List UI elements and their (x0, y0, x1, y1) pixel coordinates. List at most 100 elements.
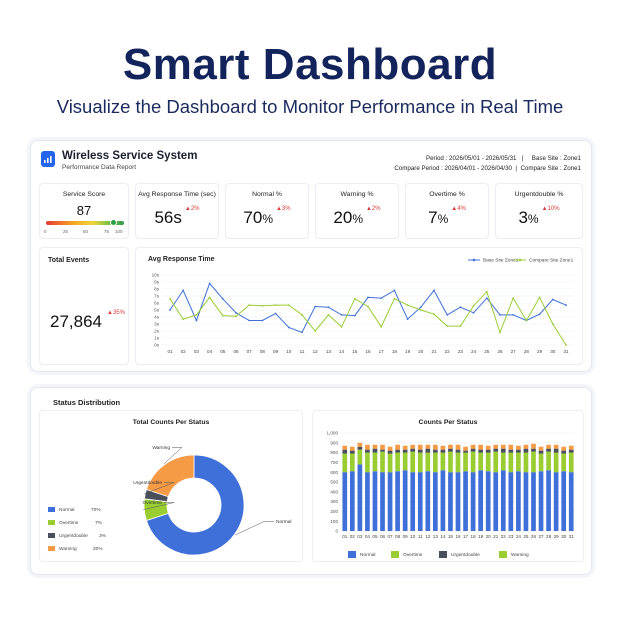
bar-segment-overtime (455, 452, 461, 473)
x-tick-label: 30 (550, 349, 556, 354)
data-point (433, 289, 435, 292)
bar-segment-warning (553, 444, 559, 449)
bar-segment-normal (500, 470, 506, 531)
bar-segment-warning (493, 444, 499, 449)
data-point (274, 304, 277, 306)
bar-segment-overtime (500, 452, 506, 471)
x-tick-label: 02 (350, 534, 356, 539)
kpi-delta: ▲3% (275, 206, 291, 212)
data-point (485, 297, 488, 299)
total-events-delta: ▲35% (107, 310, 125, 316)
kpi-number: 3 (518, 208, 528, 227)
avg-response-chart-card: Avg Response Time Base Site Zone1 Compar… (135, 247, 583, 365)
kpi-warning: Warning % 20%▲2% (315, 183, 399, 239)
bar-segment-overtime (372, 452, 378, 472)
legend-swatch (48, 520, 55, 525)
bar-segment-urgentdouble (402, 449, 408, 453)
x-tick-label: 29 (537, 349, 543, 354)
bar-segment-overtime (508, 452, 514, 473)
legend-swatch (48, 533, 55, 538)
data-point (274, 312, 277, 315)
x-tick-label: 23 (458, 349, 464, 354)
donut-slice-normal (145, 454, 245, 556)
data-point (248, 304, 251, 306)
bar-segment-overtime (365, 452, 370, 473)
bar-segment-urgentdouble (538, 450, 544, 454)
bar-segment-urgentdouble (523, 448, 529, 453)
bar-segment-warning (538, 446, 544, 451)
y-tick-label: 6s (154, 301, 160, 306)
bar-segment-warning (365, 444, 370, 450)
bar-segment-normal (387, 472, 393, 531)
x-tick-label: 12 (313, 349, 319, 354)
performance-panel: Wireless Service System Performance Data… (30, 140, 592, 372)
legend-line-swatch (468, 258, 480, 262)
callout-line (144, 482, 175, 495)
bar-segment-warning (433, 444, 438, 450)
data-point (301, 331, 303, 334)
kpi-label: Warning % (340, 191, 374, 198)
bar-segment-urgentdouble (433, 449, 438, 453)
legend-label: Overtime (59, 520, 79, 526)
x-tick-label: 08 (395, 534, 401, 539)
bar-segment-warning (470, 444, 476, 449)
bar-segment-urgentdouble (516, 449, 521, 453)
kpi-value: 56s ▲2% (136, 206, 218, 228)
bar-segment-urgentdouble (470, 448, 476, 452)
kpi-value: 3%▲10% (496, 206, 582, 228)
y-tick-label: 7s (154, 294, 160, 299)
data-point (221, 314, 224, 317)
data-point (367, 296, 369, 299)
legend-value: 3% (99, 533, 106, 539)
y-tick-label: 300 (330, 499, 338, 504)
callout-label: Urgentdouble (133, 480, 162, 486)
x-tick-label: 25 (523, 534, 529, 539)
x-tick-label: 10 (410, 534, 416, 539)
legend-value: 20% (93, 546, 103, 552)
y-tick-label: 8s (154, 287, 160, 292)
bar-segment-warning (417, 444, 423, 450)
x-tick-label: 28 (524, 349, 530, 354)
bar-segment-urgentdouble (425, 448, 431, 453)
y-tick-label: 2s (154, 329, 160, 334)
bar-segment-overtime (493, 451, 499, 473)
kpi-value: 70%▲3% (226, 206, 308, 228)
kpi-normal: Normal % 70%▲3% (225, 183, 309, 239)
status-section-title: Status Distribution (53, 398, 121, 407)
kpi-service-score: Service Score 87 0 25 50 75 100 (39, 183, 129, 239)
x-tick-label: 17 (379, 349, 385, 354)
data-point (195, 319, 198, 322)
bar-segment-warning (546, 444, 551, 449)
x-tick-label: 20 (418, 349, 424, 354)
x-tick-label: 01 (342, 534, 348, 539)
data-point (472, 311, 475, 314)
bar-segment-warning (561, 446, 567, 451)
legend-label: Normal (360, 552, 376, 558)
bar-segment-warning (508, 444, 514, 450)
pie-legend-overtime: Overtime 7% (48, 520, 102, 526)
bar-segment-normal (448, 472, 453, 531)
bar-segment-normal (508, 472, 514, 531)
bar-segment-normal (455, 472, 461, 531)
compare-period-line: Compare Period : 2026/04/01 - 2026/04/30… (394, 165, 581, 172)
x-tick-label: 24 (516, 534, 522, 539)
kpi-delta: ▲2% (365, 206, 381, 212)
data-point (287, 304, 290, 306)
legend-label: Urgentdouble (451, 552, 480, 558)
kpi-label: Overtime % (429, 191, 465, 198)
data-point (446, 325, 449, 327)
data-point (169, 297, 171, 300)
y-tick-label: 0 (335, 529, 338, 534)
y-tick-label: 400 (330, 489, 338, 494)
bar-chart-card: Counts Per Status 0 100 200 300 400 500 600 700… (312, 410, 584, 562)
x-tick-label: 08 (260, 349, 266, 354)
data-point (406, 318, 409, 320)
x-tick-label: 26 (531, 534, 537, 539)
bar-segment-overtime (531, 451, 536, 473)
x-tick-label: 24 (471, 349, 477, 354)
bar-segment-urgentdouble (561, 450, 567, 454)
bar-segment-normal (395, 471, 400, 531)
kpi-delta: ▲4% (451, 206, 466, 212)
kpi-label: Normal % (252, 191, 282, 198)
y-tick-label: 0s (154, 343, 160, 348)
